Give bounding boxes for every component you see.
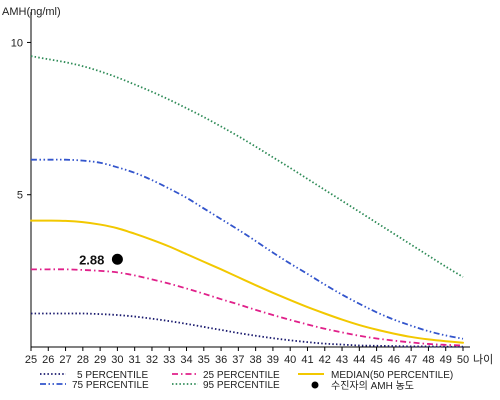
x-tick-label: 36 bbox=[215, 354, 227, 366]
point-layer: 2.88 bbox=[79, 252, 123, 267]
series-line-median-50-percentile bbox=[30, 219, 464, 344]
x-tick-label: 45 bbox=[370, 354, 382, 366]
x-tick-label: 28 bbox=[77, 354, 89, 366]
x-tick-label: 32 bbox=[146, 354, 158, 366]
x-ticks: 25 26 27 28 29 30 31 32 33 34 35 36 37 38 39 40 41 42 43 44… bbox=[25, 347, 469, 366]
x-axis-title: 나이 bbox=[473, 353, 493, 366]
x-tick-label: 48 bbox=[422, 354, 434, 366]
x-tick-label: 38 bbox=[250, 354, 262, 366]
x-tick-label: 44 bbox=[353, 354, 365, 366]
legend-point-marker bbox=[311, 381, 319, 389]
x-tick-label: 26 bbox=[42, 354, 54, 366]
y-ticks: 5 10 bbox=[11, 37, 31, 202]
x-tick-label: 41 bbox=[301, 354, 313, 366]
legend: 5 PERCENTILE 25 PERCENTILE MEDIAN(50 PERCE… bbox=[40, 370, 453, 392]
legend-label-patient-point: 수진자의 AMH 농도 bbox=[331, 380, 414, 392]
x-tick-label: 43 bbox=[336, 354, 348, 366]
patient-point-label: 2.88 bbox=[79, 252, 104, 267]
legend-label-median-50-percentile: MEDIAN(50 PERCENTILE) bbox=[331, 370, 453, 381]
x-tick-label: 50 bbox=[457, 354, 469, 366]
x-tick-label: 46 bbox=[388, 354, 400, 366]
x-tick-label: 31 bbox=[129, 354, 141, 366]
legend-label-95-percentile: 95 PERCENTILE bbox=[203, 380, 280, 391]
x-tick-label: 42 bbox=[319, 354, 331, 366]
series-line-5-percentile bbox=[31, 312, 464, 348]
x-tick-label: 25 bbox=[25, 354, 37, 366]
x-tick-label: 49 bbox=[440, 354, 452, 366]
x-tick-label: 35 bbox=[198, 354, 210, 366]
x-tick-label: 40 bbox=[284, 354, 296, 366]
x-tick-label: 37 bbox=[232, 354, 244, 366]
x-tick-label: 39 bbox=[267, 354, 279, 366]
y-tick-label: 5 bbox=[17, 190, 23, 202]
series-layer bbox=[30, 55, 464, 348]
y-tick-label: 10 bbox=[11, 37, 23, 49]
x-tick-label: 29 bbox=[94, 354, 106, 366]
patient-point bbox=[111, 253, 123, 265]
series-line-75-percentile bbox=[30, 158, 464, 340]
series-line-25-percentile bbox=[30, 268, 464, 347]
x-tick-label: 30 bbox=[111, 354, 123, 366]
legend-label-75-percentile: 75 PERCENTILE bbox=[72, 380, 149, 391]
x-tick-label: 27 bbox=[59, 354, 71, 366]
x-tick-label: 33 bbox=[163, 354, 175, 366]
legend-label-5-percentile: 5 PERCENTILE bbox=[77, 370, 148, 381]
series-line-95-percentile bbox=[30, 55, 464, 278]
x-tick-label: 34 bbox=[180, 354, 192, 366]
x-tick-label: 47 bbox=[405, 354, 417, 366]
legend-label-25-percentile: 25 PERCENTILE bbox=[203, 370, 280, 381]
